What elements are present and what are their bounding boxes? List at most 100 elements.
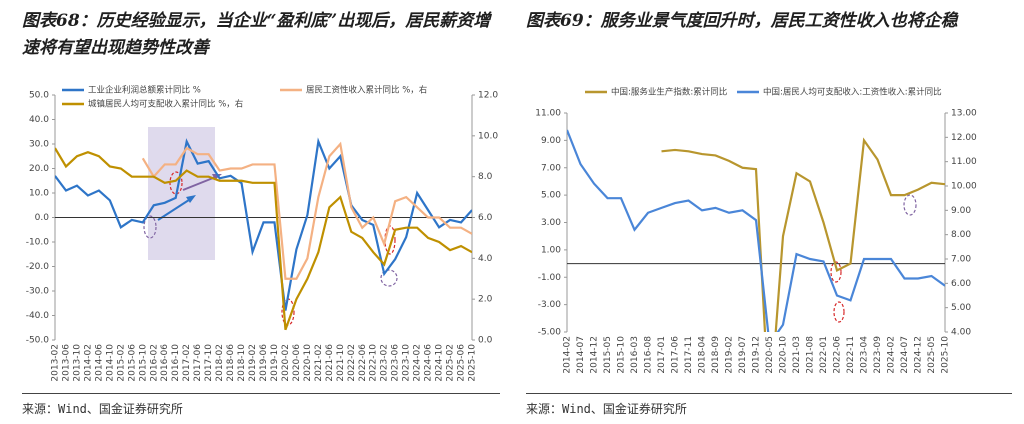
x-tick-label: 2022-11	[846, 336, 856, 374]
y2-tick-label: 6.0	[478, 213, 493, 223]
y-tick-label: 50.0	[29, 91, 49, 101]
x-tick-label: 2019-02	[248, 344, 258, 382]
y-tick-label: 5.00	[541, 191, 561, 201]
y-tick-label: -10.0	[26, 238, 50, 248]
y-tick-label: -20.0	[26, 262, 50, 272]
series-line	[567, 129, 945, 332]
y2-tick-label: 4.0	[478, 254, 493, 264]
series-line	[661, 137, 945, 332]
x-tick-label: 2013-06	[61, 344, 71, 382]
x-tick-label: 2014-06	[94, 344, 104, 382]
x-tick-label: 2015-06	[127, 344, 137, 382]
arrow-head	[186, 195, 196, 203]
x-tick-label: 2018-09	[711, 336, 721, 374]
x-tick-label: 2015-02	[116, 344, 126, 382]
series-line	[55, 147, 472, 331]
x-tick-label: 2021-03	[792, 336, 802, 374]
y-tick-label: -40.0	[26, 311, 50, 321]
y2-tick-label: 13.00	[951, 109, 977, 119]
x-tick-label: 2014-07	[576, 336, 586, 374]
x-tick-label: 2025-10	[468, 344, 478, 382]
y2-tick-label: 2.0	[478, 295, 493, 305]
legend-item: 工业企业利润总额累计同比 %	[62, 85, 201, 96]
divider	[526, 393, 1012, 394]
x-tick-label: 2021-02	[314, 344, 324, 382]
y2-tick-label: 11.00	[951, 157, 977, 167]
x-tick-label: 2018-02	[215, 344, 225, 382]
x-tick-label: 2025-05	[927, 336, 937, 374]
x-tick-label: 2019-07	[738, 336, 748, 374]
x-tick-label: 2013-02	[51, 344, 61, 382]
x-tick-label: 2017-01	[657, 336, 667, 374]
legend-item: 中国:居民人均可支配收入:工资性收入:累计同比	[737, 87, 942, 98]
chart: -50.0 -40.0 -30.0 -20.0 -10.0 0.0 10.0 20.0 30.0…	[26, 85, 499, 382]
x-tick-label: 2018-10	[237, 344, 247, 382]
y-tick-label: 30.0	[29, 140, 49, 150]
x-tick-label: 2020-02	[281, 344, 291, 382]
x-tick-label: 2020-10	[303, 344, 313, 382]
y2-tick-label: 5.00	[951, 303, 971, 313]
x-tick-label: 2022-01	[819, 336, 829, 374]
source: 来源：Wind、国金证券研究所	[22, 402, 183, 416]
x-tick-label: 2022-06	[358, 344, 368, 382]
y2-tick-label: 12.00	[951, 133, 977, 143]
x-tick-label: 2014-02	[563, 336, 573, 374]
x-tick-label: 2017-10	[204, 344, 214, 382]
marker-ellipse	[143, 215, 157, 239]
x-tick-label: 2023-04	[860, 336, 870, 374]
y2-tick-label: 8.0	[478, 172, 493, 182]
marker-ellipse	[169, 171, 183, 195]
x-tick-label: 2016-08	[644, 336, 654, 374]
x-tick-label: 2022-06	[833, 336, 843, 374]
source: 来源：Wind、国金证券研究所	[526, 402, 687, 416]
y2-tick-label: 10.0	[478, 131, 498, 141]
legend-item: 居民工资性收入累计同比 %，右	[280, 85, 427, 96]
x-tick-label: 2014-10	[105, 344, 115, 382]
x-tick-label: 2019-06	[259, 344, 269, 382]
x-tick-label: 2017-06	[193, 344, 203, 382]
marker-ellipse	[833, 301, 845, 323]
x-tick-label: 2016-10	[171, 344, 181, 382]
legend-item: 中国:服务业生产指数:累计同比	[585, 87, 727, 98]
divider	[22, 393, 500, 394]
y-tick-label: -1.00	[538, 273, 562, 283]
legend-label: 居民工资性收入累计同比 %，右	[306, 85, 427, 96]
y-tick-label: 9.00	[541, 136, 561, 146]
y2-tick-label: 9.00	[951, 206, 971, 216]
x-tick-label: 2016-03	[630, 336, 640, 374]
y2-tick-label: 4.00	[951, 328, 971, 338]
legend-label: 城镇居民人均可支配收入累计同比 %，右	[88, 99, 243, 110]
x-tick-label: 2025-10	[941, 336, 951, 374]
y-tick-label: 11.00	[535, 109, 561, 119]
x-tick-label: 2014-12	[590, 336, 600, 374]
x-tick-label: 2020-05	[765, 336, 775, 374]
y-tick-label: 3.00	[541, 218, 561, 228]
x-tick-label: 2024-10	[435, 344, 445, 382]
y-tick-label: -5.00	[538, 328, 562, 338]
x-tick-label: 2013-10	[72, 344, 82, 382]
x-tick-label: 2025-06	[457, 344, 467, 382]
x-tick-label: 2022-02	[347, 344, 357, 382]
x-tick-label: 2020-06	[292, 344, 302, 382]
x-tick-label: 2022-10	[369, 344, 379, 382]
y-tick-label: 1.00	[541, 245, 561, 255]
arrow	[157, 197, 193, 221]
highlight-region	[148, 127, 215, 260]
chart-title: 图表68：历史经验显示，当企业“盈利底”出现后，居民薪资增速将有望出现趋势性改善	[22, 11, 491, 58]
x-tick-label: 2018-04	[698, 336, 708, 374]
marker-ellipse	[903, 194, 917, 216]
x-tick-label: 2023-06	[391, 344, 401, 382]
legend-label: 工业企业利润总额累计同比 %	[88, 85, 201, 96]
x-tick-label: 2017-02	[182, 344, 192, 382]
y2-tick-label: 8.00	[951, 230, 971, 240]
x-tick-label: 2017-06	[671, 336, 681, 374]
x-tick-label: 2024-06	[424, 344, 434, 382]
x-tick-label: 2025-02	[446, 344, 456, 382]
x-tick-label: 2023-09	[873, 336, 883, 374]
y-tick-label: 20.0	[29, 164, 49, 174]
y2-tick-label: 10.00	[951, 182, 977, 192]
x-tick-label: 2021-06	[325, 344, 335, 382]
y-tick-label: 0.0	[35, 213, 50, 223]
x-tick-label: 2019-10	[270, 344, 280, 382]
